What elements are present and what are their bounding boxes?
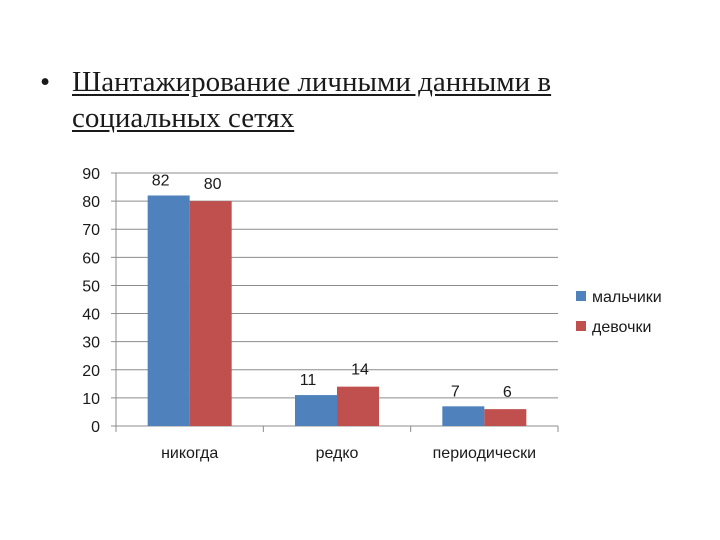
- legend-label: девочки: [592, 319, 651, 336]
- slide-title-text: Шантажирование личными данными в социаль…: [72, 66, 552, 134]
- y-tick-label: 20: [82, 363, 100, 380]
- y-tick-label: 50: [82, 278, 100, 295]
- y-tick-label: 90: [82, 166, 100, 183]
- data-label: 6: [503, 384, 512, 401]
- y-tick-label: 60: [82, 250, 100, 267]
- y-tick-label: 30: [82, 335, 100, 352]
- data-label: 7: [451, 383, 460, 400]
- y-tick-label: 0: [91, 419, 100, 436]
- data-label: 82: [152, 172, 170, 189]
- data-label: 14: [351, 362, 369, 379]
- x-tick-label: редко: [316, 445, 359, 462]
- data-label: 80: [204, 176, 222, 193]
- bar-girls: [189, 201, 232, 426]
- bar-boys: [442, 406, 485, 426]
- x-tick-label: периодически: [433, 445, 536, 462]
- y-tick-label: 80: [82, 194, 100, 211]
- legend-label: мальчики: [592, 289, 662, 306]
- legend-swatch: [576, 291, 586, 301]
- bar-boys: [295, 395, 337, 426]
- bar-girls: [484, 409, 527, 426]
- slide-title: • Шантажирование личными данными в социа…: [40, 64, 680, 136]
- x-tick-label: никогда: [161, 445, 218, 462]
- data-label: 11: [300, 372, 317, 389]
- y-tick-label: 10: [82, 391, 100, 408]
- y-tick-label: 40: [82, 307, 100, 324]
- y-tick-label: 70: [82, 222, 100, 239]
- bullet-icon: •: [40, 66, 51, 98]
- bar-boys: [147, 195, 190, 426]
- legend-swatch: [576, 321, 586, 331]
- bar-girls: [337, 386, 379, 426]
